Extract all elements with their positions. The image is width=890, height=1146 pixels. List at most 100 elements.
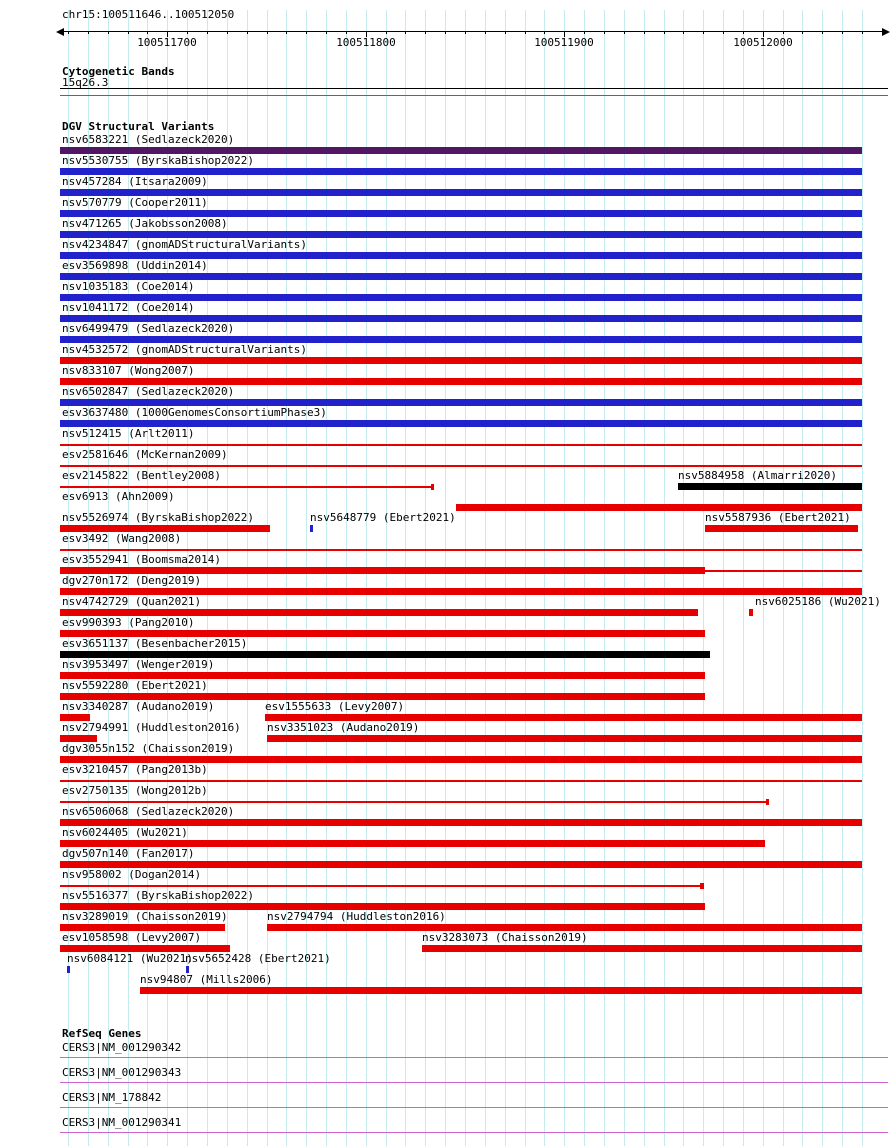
variant-bar[interactable] [456,504,862,511]
variant-label[interactable]: esv6913 (Ahn2009) [62,490,175,503]
variant-label[interactable]: nsv6502847 (Sedlazeck2020) [62,385,235,398]
variant-bar[interactable] [60,294,862,301]
variant-label[interactable]: nsv2794991 (Huddleston2016) [62,721,241,734]
variant-label[interactable]: nsv4234847 (gnomADStructuralVariants) [62,238,308,251]
variant-bar[interactable] [60,780,862,782]
variant-bar[interactable] [60,801,768,803]
variant-bar[interactable] [60,672,705,679]
variant-bar[interactable] [186,966,189,973]
variant-label[interactable]: esv2145822 (Bentley2008) [62,469,221,482]
variant-label[interactable]: esv3492 (Wang2008) [62,532,182,545]
variant-bar[interactable] [700,883,704,889]
variant-bar[interactable] [60,756,862,763]
variant-bar[interactable] [60,357,862,364]
variant-bar[interactable] [705,570,862,572]
variant-bar[interactable] [60,168,862,175]
variant-bar[interactable] [60,189,862,196]
variant-label[interactable]: dgv507n140 (Fan2017) [62,847,195,860]
variant-bar[interactable] [267,735,862,742]
variant-label[interactable]: esv3210457 (Pang2013b) [62,763,208,776]
variant-label[interactable]: nsv6583221 (Sedlazeck2020) [62,133,235,146]
ruler-scroll-left-arrow-icon[interactable] [56,28,64,36]
variant-label[interactable]: nsv5526974 (ByrskaBishop2022) [62,511,255,524]
variant-bar[interactable] [265,714,862,721]
variant-label[interactable]: nsv471265 (Jakobsson2008) [62,217,228,230]
variant-bar[interactable] [60,273,862,280]
variant-bar[interactable] [310,525,313,532]
variant-bar[interactable] [766,799,769,805]
variant-label[interactable]: nsv6024405 (Wu2021) [62,826,188,839]
cytoband-label[interactable]: 15q26.3 [62,76,109,89]
gene-line[interactable] [60,1107,888,1108]
variant-label[interactable]: nsv2794794 (Huddleston2016) [267,910,446,923]
variant-label[interactable]: nsv4742729 (Quan2021) [62,595,202,608]
variant-bar[interactable] [60,903,705,910]
variant-label[interactable]: nsv3953497 (Wenger2019) [62,658,215,671]
variant-bar[interactable] [60,444,862,446]
variant-label[interactable]: nsv1035183 (Coe2014) [62,280,195,293]
variant-bar[interactable] [60,945,230,952]
variant-label[interactable]: nsv570779 (Cooper2011) [62,196,208,209]
gene-line[interactable] [60,1082,888,1083]
variant-bar[interactable] [60,588,862,595]
variant-bar[interactable] [60,399,862,406]
variant-label[interactable]: nsv6506068 (Sedlazeck2020) [62,805,235,818]
variant-bar[interactable] [60,465,862,467]
variant-label[interactable]: nsv5652428 (Ebert2021) [185,952,331,965]
gene-label[interactable]: CERS3|NM_001290342 [62,1041,182,1054]
variant-label[interactable]: nsv1041172 (Coe2014) [62,301,195,314]
variant-bar[interactable] [140,987,862,994]
variant-label[interactable]: nsv5587936 (Ebert2021) [705,511,851,524]
variant-bar[interactable] [60,147,862,154]
variant-bar[interactable] [60,252,862,259]
variant-bar[interactable] [267,924,862,931]
variant-label[interactable]: nsv5530755 (ByrskaBishop2022) [62,154,255,167]
variant-bar[interactable] [60,714,90,721]
variant-label[interactable]: esv2750135 (Wong2012b) [62,784,208,797]
variant-label[interactable]: nsv6025186 (Wu2021) [755,595,881,608]
variant-bar[interactable] [60,651,710,658]
variant-bar[interactable] [60,840,765,847]
variant-label[interactable]: nsv833107 (Wong2007) [62,364,195,377]
variant-bar[interactable] [60,735,97,742]
variant-bar[interactable] [60,336,862,343]
variant-label[interactable]: nsv3351023 (Audano2019) [267,721,420,734]
variant-label[interactable]: nsv3340287 (Audano2019) [62,700,215,713]
variant-bar[interactable] [705,525,858,532]
variant-bar[interactable] [60,885,700,887]
variant-bar[interactable] [67,966,70,973]
variant-bar[interactable] [60,486,433,488]
variant-bar[interactable] [431,484,434,490]
variant-bar[interactable] [60,315,862,322]
variant-label[interactable]: esv2581646 (McKernan2009) [62,448,228,461]
variant-bar[interactable] [60,231,862,238]
variant-bar[interactable] [60,210,862,217]
variant-label[interactable]: nsv3289019 (Chaisson2019) [62,910,228,923]
variant-bar[interactable] [60,861,862,868]
variant-label[interactable]: dgv3055n152 (Chaisson2019) [62,742,235,755]
gene-line[interactable] [60,1132,888,1133]
gene-label[interactable]: CERS3|NM_178842 [62,1091,162,1104]
variant-bar[interactable] [60,567,705,574]
variant-label[interactable]: nsv5648779 (Ebert2021) [310,511,456,524]
variant-label[interactable]: esv1058598 (Levy2007) [62,931,202,944]
variant-label[interactable]: esv3651137 (Besenbacher2015) [62,637,248,650]
variant-label[interactable]: esv3637480 (1000GenomesConsortiumPhase3) [62,406,327,419]
gene-label[interactable]: CERS3|NM_001290341 [62,1116,182,1129]
variant-bar[interactable] [60,609,698,616]
variant-bar[interactable] [678,483,862,490]
variant-label[interactable]: nsv5884958 (Almarri2020) [678,469,837,482]
variant-label[interactable]: esv990393 (Pang2010) [62,616,195,629]
variant-label[interactable]: nsv5592280 (Ebert2021) [62,679,208,692]
variant-label[interactable]: nsv6084121 (Wu2021) [67,952,193,965]
cytoband-glyph[interactable] [60,88,888,96]
variant-label[interactable]: nsv3283073 (Chaisson2019) [422,931,588,944]
variant-label[interactable]: nsv4532572 (gnomADStructuralVariants) [62,343,308,356]
variant-bar[interactable] [749,609,753,616]
variant-bar[interactable] [60,924,225,931]
variant-label[interactable]: nsv512415 (Arlt2011) [62,427,195,440]
gene-line[interactable] [60,1057,888,1058]
variant-label[interactable]: nsv457284 (Itsara2009) [62,175,208,188]
variant-bar[interactable] [60,549,862,551]
variant-label[interactable]: dgv270n172 (Deng2019) [62,574,202,587]
